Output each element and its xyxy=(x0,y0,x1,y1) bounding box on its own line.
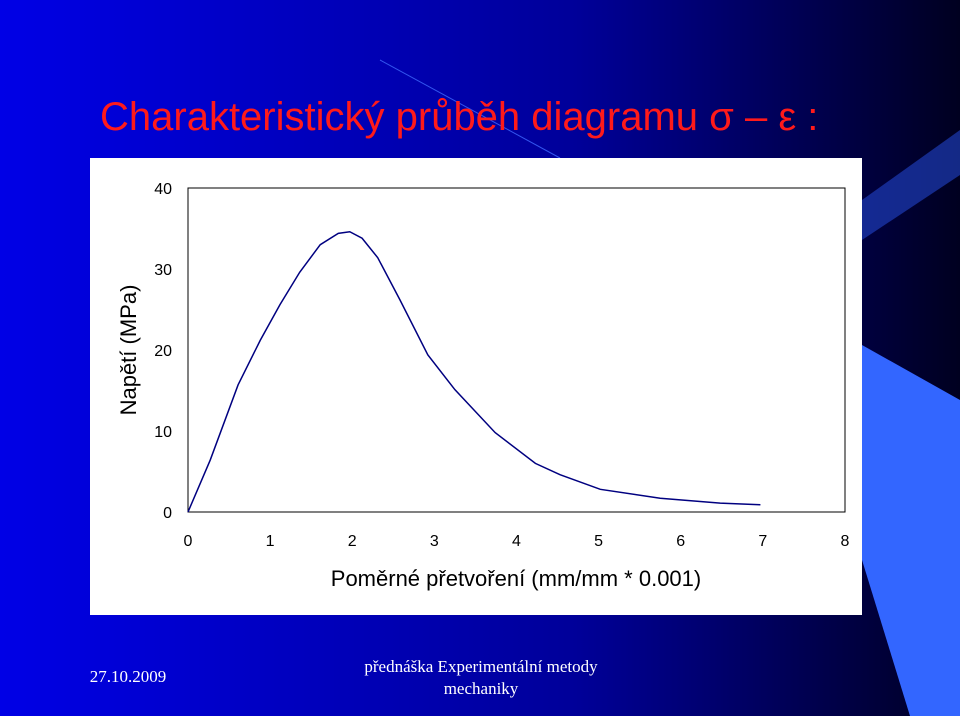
x-axis-label: Poměrné přetvoření (mm/mm * 0.001) xyxy=(331,566,701,591)
footer-text: mechaniky xyxy=(444,679,519,698)
footer-date: 27.10.2009 xyxy=(90,667,167,686)
chart: 0 10 20 30 40 0 1 2 3 4 5 6 7 8 xyxy=(154,181,849,550)
x-tick-label: 7 xyxy=(758,533,767,550)
y-tick-label: 0 xyxy=(163,505,172,522)
footer-text: přednáška Experimentální metody xyxy=(364,657,598,676)
x-tick-label: 1 xyxy=(266,533,275,550)
decor-shape xyxy=(862,345,960,716)
data-line xyxy=(187,230,761,513)
decor-shape xyxy=(862,130,960,240)
x-tick-label: 6 xyxy=(676,533,685,550)
y-tick-label: 20 xyxy=(154,343,172,360)
x-tick-label: 4 xyxy=(512,533,521,550)
x-tick-label: 5 xyxy=(594,533,603,550)
x-tick-label: 2 xyxy=(348,533,357,550)
y-tick-label: 30 xyxy=(154,262,172,279)
y-axis-label: Napětí (MPa) xyxy=(116,285,141,416)
slide-title: Charakteristický průběh diagramu σ – ε : xyxy=(100,95,818,139)
plot-border xyxy=(187,187,846,513)
chart-area xyxy=(90,158,862,615)
decor-line xyxy=(379,59,561,159)
x-tick-label: 8 xyxy=(841,533,850,550)
y-tick-label: 10 xyxy=(154,424,172,441)
x-tick-label: 0 xyxy=(184,533,193,550)
y-tick-label: 40 xyxy=(154,181,172,198)
x-tick-label: 3 xyxy=(430,533,439,550)
